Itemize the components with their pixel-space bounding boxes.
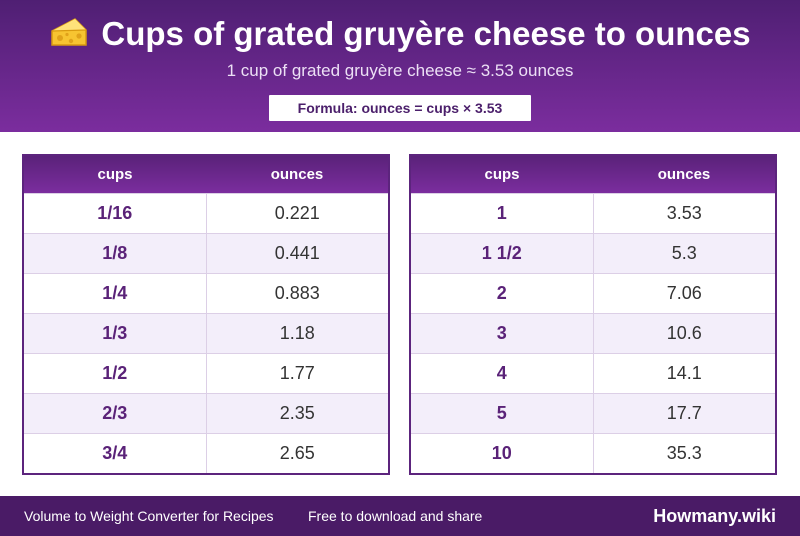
footer-tagline: Volume to Weight Converter for Recipes — [24, 508, 274, 524]
header-banner: Cups of grated gruyère cheese to ounces … — [0, 0, 800, 132]
conversion-table-left: cups ounces 1/16 0.221 1/8 0.441 1/4 0.883 … — [22, 154, 390, 475]
ounces-cell: 35.3 — [593, 433, 776, 474]
table-row: 1/16 0.221 — [23, 193, 389, 234]
table-header-row: cups ounces — [410, 155, 776, 194]
page-title: Cups of grated gruyère cheese to ounces — [0, 12, 800, 56]
ounces-cell: 0.441 — [206, 233, 389, 274]
ounces-cell: 2.65 — [206, 433, 389, 474]
table-row: 10 35.3 — [410, 433, 776, 474]
cups-cell: 2/3 — [23, 393, 207, 434]
table-row: 2 7.06 — [410, 273, 776, 314]
column-header-ounces: ounces — [206, 155, 389, 194]
cups-cell: 2 — [410, 273, 594, 314]
ounces-cell: 3.53 — [593, 193, 776, 234]
ounces-cell: 2.35 — [206, 393, 389, 434]
conversion-table-right: cups ounces 1 3.53 1 1/2 5.3 2 7.06 3 10.6 4… — [409, 154, 777, 475]
table-row: 3 10.6 — [410, 313, 776, 354]
column-header-ounces: ounces — [593, 155, 776, 194]
ounces-cell: 1.18 — [206, 313, 389, 354]
table-row: 2/3 2.35 — [23, 393, 389, 434]
footer-bar: Volume to Weight Converter for Recipes F… — [0, 496, 800, 536]
ounces-cell: 14.1 — [593, 353, 776, 394]
ounces-cell: 0.221 — [206, 193, 389, 234]
page-title-text: Cups of grated gruyère cheese to ounces — [101, 15, 751, 52]
cups-cell: 1/3 — [23, 313, 207, 354]
cups-cell: 10 — [410, 433, 594, 474]
ounces-cell: 1.77 — [206, 353, 389, 394]
cups-cell: 1/2 — [23, 353, 207, 394]
cups-cell: 3 — [410, 313, 594, 354]
cups-cell: 1/8 — [23, 233, 207, 274]
cups-cell: 5 — [410, 393, 594, 434]
ounces-cell: 7.06 — [593, 273, 776, 314]
column-header-cups: cups — [410, 155, 593, 194]
table-row: 1/8 0.441 — [23, 233, 389, 274]
table-row: 4 14.1 — [410, 353, 776, 394]
cups-cell: 1/4 — [23, 273, 207, 314]
ounces-cell: 5.3 — [593, 233, 776, 274]
ounces-cell: 17.7 — [593, 393, 776, 434]
table-row: 1/2 1.77 — [23, 353, 389, 394]
table-row: 1/3 1.18 — [23, 313, 389, 354]
ounces-cell: 10.6 — [593, 313, 776, 354]
table-row: 1 3.53 — [410, 193, 776, 234]
cups-cell: 3/4 — [23, 433, 207, 474]
footer-brand-logo[interactable]: Howmany.wiki — [653, 506, 776, 526]
table-row: 1 1/2 5.3 — [410, 233, 776, 274]
cups-cell: 1 — [410, 193, 594, 234]
table-row: 1/4 0.883 — [23, 273, 389, 314]
cups-cell: 1 1/2 — [410, 233, 594, 274]
table-header-row: cups ounces — [23, 155, 389, 194]
table-row: 5 17.7 — [410, 393, 776, 434]
subtitle: 1 cup of grated gruyère cheese ≈ 3.53 ou… — [226, 61, 574, 80]
formula-box: Formula: ounces = cups × 3.53 — [269, 95, 531, 121]
column-header-cups: cups — [23, 155, 206, 194]
footer-share-note: Free to download and share — [308, 508, 483, 524]
ounces-cell: 0.883 — [206, 273, 389, 314]
cups-cell: 1/16 — [23, 193, 207, 234]
cheese-icon — [49, 15, 89, 51]
table-row: 3/4 2.65 — [23, 433, 389, 474]
cups-cell: 4 — [410, 353, 594, 394]
